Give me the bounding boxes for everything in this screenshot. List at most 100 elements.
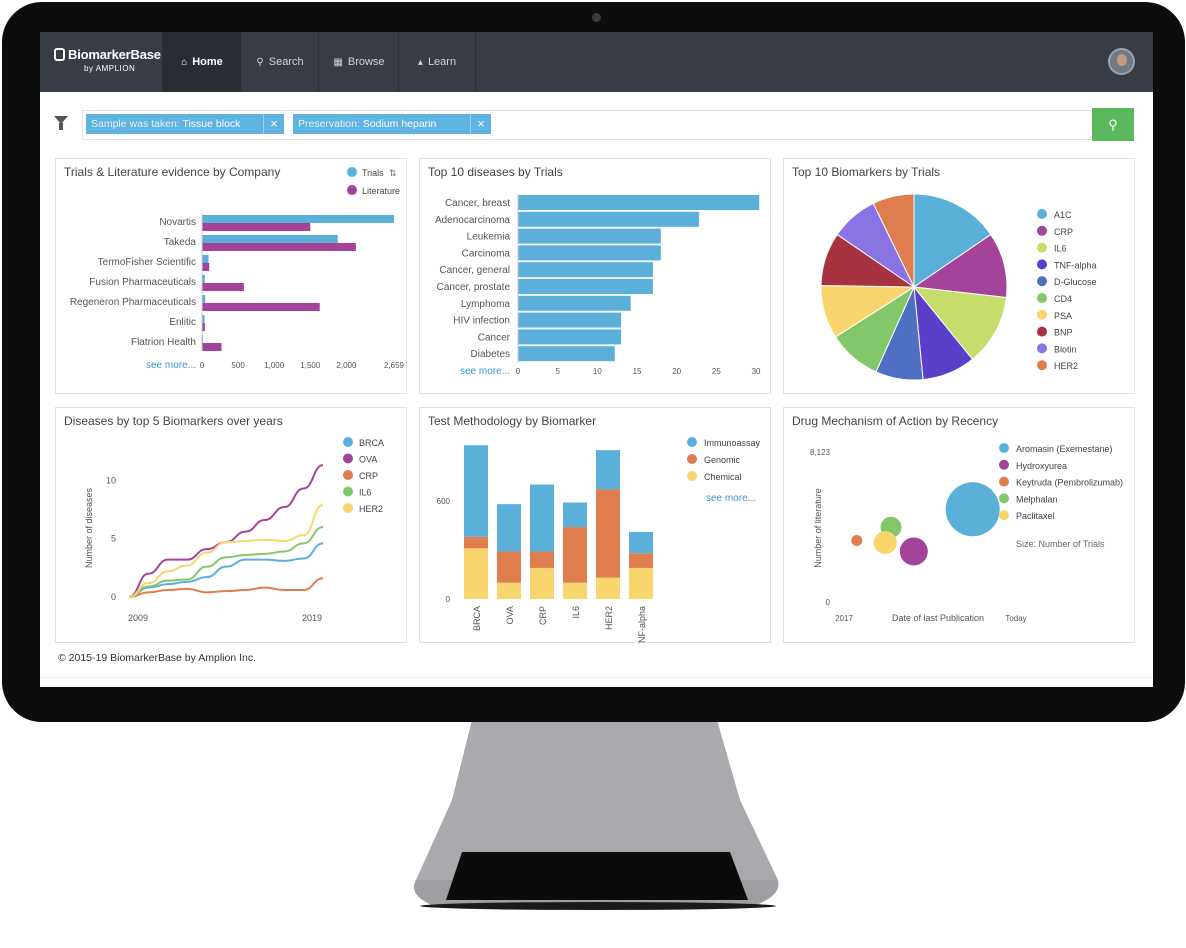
bar xyxy=(518,279,653,294)
legend-label: Aromasin (Exemestane) xyxy=(1016,444,1113,454)
tick-label: 0 xyxy=(826,598,831,607)
bar-segment xyxy=(596,489,620,578)
filter-chip-preservation: Preservation: Sodium heparin × xyxy=(293,114,491,134)
legend-marker xyxy=(687,437,697,447)
legend-marker xyxy=(343,486,353,497)
legend-marker xyxy=(1037,309,1047,320)
bar-segment xyxy=(497,551,521,583)
diseases-chart: Cancer, breast Adenocarcinoma Leukemia Carc… xyxy=(435,193,761,377)
footer-divider xyxy=(40,677,1153,678)
tick-label: Today xyxy=(1005,614,1026,623)
footer-copyright: © 2015-19 BiomarkerBase by Amplion Inc. xyxy=(58,652,257,664)
tick-label: 2017 xyxy=(835,614,853,623)
remove-filter-icon[interactable]: × xyxy=(470,114,491,134)
bar xyxy=(202,243,356,251)
bar xyxy=(518,346,615,362)
bar-segment xyxy=(629,553,653,568)
bar-segment xyxy=(464,536,488,549)
legend-label: CRP xyxy=(359,471,378,481)
category-label: Cancer, breast xyxy=(445,198,510,209)
bar xyxy=(202,263,210,271)
panel-title: Top 10 diseases by Trials xyxy=(428,165,563,179)
filter-chip-value: Sodium heparin xyxy=(362,118,437,130)
filter-chip-key: Sample was taken: xyxy=(91,118,180,130)
bar xyxy=(202,255,209,263)
category-label: Cancer, prostate xyxy=(437,282,511,293)
legend-label: CD4 xyxy=(1054,294,1072,304)
size-note: Size: Number of Trials xyxy=(1016,539,1105,549)
bar-segment xyxy=(464,445,488,537)
legend-label: HER2 xyxy=(1054,361,1078,371)
panel-title: Diseases by top 5 Biomarkers over years xyxy=(64,414,283,428)
legend-marker xyxy=(687,471,697,481)
legend-label: Chemical xyxy=(704,472,742,482)
legend-marker xyxy=(1037,259,1047,270)
bar xyxy=(202,295,206,303)
avatar[interactable] xyxy=(1108,48,1135,75)
category-label: Takeda xyxy=(164,237,197,248)
bubble xyxy=(851,534,863,546)
tick-label: 1,500 xyxy=(300,361,321,370)
years-chart: 0 5 10 2009 2019 Number of diseases BRCA OVA CRP… xyxy=(84,437,384,623)
legend-label: Biotin xyxy=(1054,344,1077,354)
legend-marker xyxy=(999,493,1009,504)
panel-biomarkers: Top 10 Biomarkers by Trials A1C CRP IL6 TNF… xyxy=(783,158,1135,394)
legend-label: TNF-alpha xyxy=(1054,260,1097,270)
tab-browse[interactable]: ▦ Browse xyxy=(318,32,399,92)
bar-segment xyxy=(497,504,521,552)
bar xyxy=(202,283,244,291)
tick-label: 15 xyxy=(633,367,642,376)
series-line xyxy=(128,526,324,598)
tab-learn[interactable]: ▴ Learn xyxy=(398,32,476,92)
axis-title: Number of diseases xyxy=(84,487,94,568)
tick-label: 0 xyxy=(111,592,116,602)
category-label: Cancer xyxy=(478,332,511,343)
tick-label: 25 xyxy=(712,367,721,376)
bar-segment xyxy=(629,567,653,599)
category-label: BRCA xyxy=(472,606,482,631)
tab-search[interactable]: ⚲ Search xyxy=(240,32,319,92)
legend-marker xyxy=(1037,360,1047,371)
see-more-link[interactable]: see more... xyxy=(706,493,756,504)
category-label: Regeneron Pharmaceuticals xyxy=(70,297,196,308)
bar xyxy=(202,343,222,351)
app-logo[interactable]: BiomarkerBase by AMPLION xyxy=(54,46,161,73)
legend-marker xyxy=(1037,242,1047,253)
category-label: HIV infection xyxy=(453,316,510,327)
bar xyxy=(202,235,338,243)
series-line xyxy=(128,542,324,598)
series-line xyxy=(128,503,324,598)
bar xyxy=(518,228,661,244)
legend-marker xyxy=(1037,209,1047,219)
panel-methodology: Test Methodology by Biomarker BRCA OVA CRP… xyxy=(419,407,771,644)
legend-marker xyxy=(347,185,357,195)
legend-label: PSA xyxy=(1054,311,1072,321)
legend-label: CRP xyxy=(1054,227,1073,237)
filter-chip-sample: Sample was taken: Tissue block × xyxy=(86,114,284,134)
see-more-link[interactable]: see more... xyxy=(460,366,510,377)
legend-marker xyxy=(1037,276,1047,287)
legend-marker xyxy=(1037,225,1047,236)
search-button[interactable]: ⚲ xyxy=(1092,108,1134,141)
panel-title: Top 10 Biomarkers by Trials xyxy=(792,165,941,179)
tick-label: 0 xyxy=(516,367,521,376)
bar xyxy=(518,329,622,345)
legend-label: Melphalan xyxy=(1016,494,1058,504)
axis-title: Date of last Publication xyxy=(892,613,984,623)
tick-label: 2019 xyxy=(302,613,322,623)
tick-label: 500 xyxy=(231,361,245,370)
legend-label: IL6 xyxy=(359,488,372,498)
tab-browse-label: Browse xyxy=(347,56,385,68)
bar xyxy=(518,211,699,227)
panel-years: Diseases by top 5 Biomarkers over years … xyxy=(55,407,407,643)
bar-segment xyxy=(497,582,521,599)
tab-home[interactable]: ⌂ Home xyxy=(162,32,241,92)
remove-filter-icon[interactable]: × xyxy=(263,114,284,134)
category-label: CRP xyxy=(538,606,548,625)
pie-slice xyxy=(872,193,915,288)
see-more-link[interactable]: see more... xyxy=(146,360,196,371)
legend-marker xyxy=(1037,343,1047,354)
filter-icon[interactable] xyxy=(54,116,68,130)
sort-icon: ⇅ xyxy=(389,168,397,178)
bar xyxy=(202,215,394,223)
